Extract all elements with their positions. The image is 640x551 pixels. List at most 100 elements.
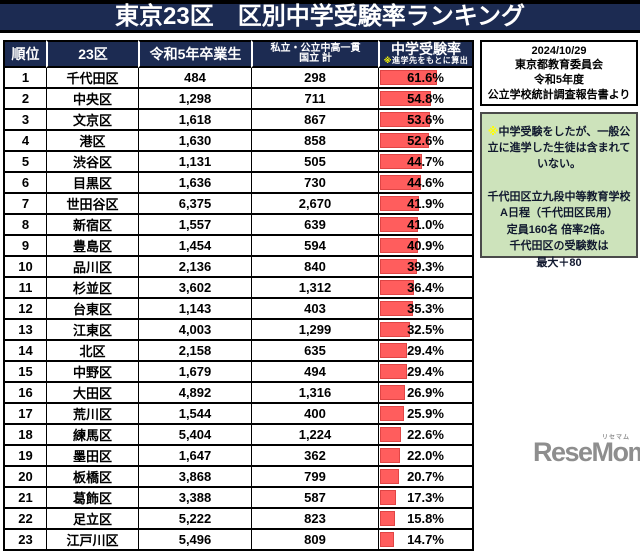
total-cell: 809 (251, 530, 378, 551)
table-row: 2 中央区 1,298 711 54.8% (3, 89, 474, 110)
rate-value: 25.9% (407, 406, 444, 421)
total-cell: 298 (251, 68, 378, 89)
rank-cell: 4 (3, 131, 46, 152)
rate-value: 22.0% (407, 448, 444, 463)
rate-value: 41.0% (407, 217, 444, 232)
asterisk-marker-icon: ※ (383, 56, 392, 66)
rate-cell: 32.5% (378, 320, 474, 341)
total-cell: 1,224 (251, 425, 378, 446)
rate-value: 44.6% (407, 175, 444, 190)
ward-cell: 品川区 (46, 257, 138, 278)
table-row: 6 目黒区 1,636 730 44.6% (3, 173, 474, 194)
ward-cell: 台東区 (46, 299, 138, 320)
graduates-cell: 1,298 (138, 89, 251, 110)
rank-cell: 22 (3, 509, 46, 530)
header-total-line1: 私立・公立中高一貫 (270, 42, 361, 54)
rate-bar (380, 217, 419, 232)
note-box: ※中学受験をしたが、一般公立に進学した生徒は含まれていない。 千代田区立九段中等… (480, 112, 638, 269)
rate-bar (380, 91, 431, 106)
graduates-cell: 1,647 (138, 446, 251, 467)
table-row: 22 足立区 5,222 823 15.8% (3, 509, 474, 530)
header-graduates: 令和5年卒業生 (138, 40, 251, 68)
total-cell: 635 (251, 341, 378, 362)
graduates-cell: 4,892 (138, 383, 251, 404)
source-report: 公立学校統計調査報告書より (487, 88, 631, 101)
graduates-cell: 3,868 (138, 467, 251, 488)
ranking-table: 順位 23区 令和5年卒業生 私立・公立中高一貫 国立 計 中学受験率 ※進学先… (3, 40, 474, 551)
rate-cell: 44.7% (378, 152, 474, 173)
rate-value: 17.3% (407, 490, 444, 505)
total-cell: 1,312 (251, 278, 378, 299)
rate-value: 29.4% (407, 343, 444, 358)
rank-cell: 17 (3, 404, 46, 425)
rank-cell: 13 (3, 320, 46, 341)
table-row: 3 文京区 1,618 867 53.6% (3, 110, 474, 131)
graduates-cell: 6,375 (138, 194, 251, 215)
rate-bar (380, 322, 411, 337)
header-rate-title: 中学受験率 (391, 41, 461, 58)
total-cell: 867 (251, 110, 378, 131)
rate-bar (380, 175, 422, 190)
total-cell: 505 (251, 152, 378, 173)
rank-cell: 7 (3, 194, 46, 215)
graduates-cell: 1,679 (138, 362, 251, 383)
ward-cell: 練馬区 (46, 425, 138, 446)
rate-cell: 14.7% (378, 530, 474, 551)
graduates-cell: 1,630 (138, 131, 251, 152)
table-row: 15 中野区 1,679 494 29.4% (3, 362, 474, 383)
rank-cell: 3 (3, 110, 46, 131)
top-black-strip (0, 0, 640, 4)
ward-cell: 世田谷区 (46, 194, 138, 215)
graduates-cell: 1,131 (138, 152, 251, 173)
rank-cell: 10 (3, 257, 46, 278)
rate-bar (380, 154, 422, 169)
rate-value: 20.7% (407, 469, 444, 484)
rate-value: 39.3% (407, 259, 444, 274)
rate-cell: 53.6% (378, 110, 474, 131)
rate-bar (380, 301, 413, 316)
total-cell: 1,316 (251, 383, 378, 404)
rate-cell: 22.6% (378, 425, 474, 446)
table-row: 7 世田谷区 6,375 2,670 41.9% (3, 194, 474, 215)
total-cell: 2,670 (251, 194, 378, 215)
table-row: 13 江東区 4,003 1,299 32.5% (3, 320, 474, 341)
rank-cell: 20 (3, 467, 46, 488)
logo-ruby-text: リセマム (601, 435, 630, 441)
rate-value: 52.6% (407, 133, 444, 148)
rate-value: 22.6% (407, 427, 444, 442)
rank-cell: 23 (3, 530, 46, 551)
rank-cell: 1 (3, 68, 46, 89)
table-row: 10 品川区 2,136 840 39.3% (3, 257, 474, 278)
source-org: 東京都教育委員会 (515, 59, 603, 72)
source-date: 2024/10/29 (531, 44, 587, 57)
rate-bar (380, 532, 394, 547)
rate-bar (380, 490, 397, 505)
table-row: 20 板橋区 3,868 799 20.7% (3, 467, 474, 488)
rate-bar (380, 280, 414, 295)
rate-bar (380, 364, 408, 379)
rate-bar (380, 448, 401, 463)
note-2: 千代田区立九段中等教育学校 A日程（千代田区民用） 定員160名 倍率2倍。 千… (485, 189, 633, 272)
total-cell: 403 (251, 299, 378, 320)
rank-cell: 15 (3, 362, 46, 383)
rate-cell: 41.9% (378, 194, 474, 215)
graduates-cell: 1,636 (138, 173, 251, 194)
table-row: 19 墨田区 1,647 362 22.0% (3, 446, 474, 467)
asterisk-marker-icon: ※ (487, 126, 499, 138)
ward-cell: 墨田区 (46, 446, 138, 467)
total-cell: 730 (251, 173, 378, 194)
rate-bar (380, 238, 419, 253)
rate-value: 32.5% (407, 322, 444, 337)
ward-cell: 文京区 (46, 110, 138, 131)
note-2-line: 最大＋80 (536, 256, 582, 269)
rate-cell: 41.0% (378, 215, 474, 236)
rate-bar (380, 70, 438, 85)
rate-cell: 35.3% (378, 299, 474, 320)
table-row: 12 台東区 1,143 403 35.3% (3, 299, 474, 320)
rate-bar (380, 112, 430, 127)
table-row: 17 荒川区 1,544 400 25.9% (3, 404, 474, 425)
graduates-cell: 5,496 (138, 530, 251, 551)
note-2-line: A日程（千代田区民用） (500, 207, 618, 220)
rate-value: 29.4% (407, 364, 444, 379)
rank-cell: 12 (3, 299, 46, 320)
